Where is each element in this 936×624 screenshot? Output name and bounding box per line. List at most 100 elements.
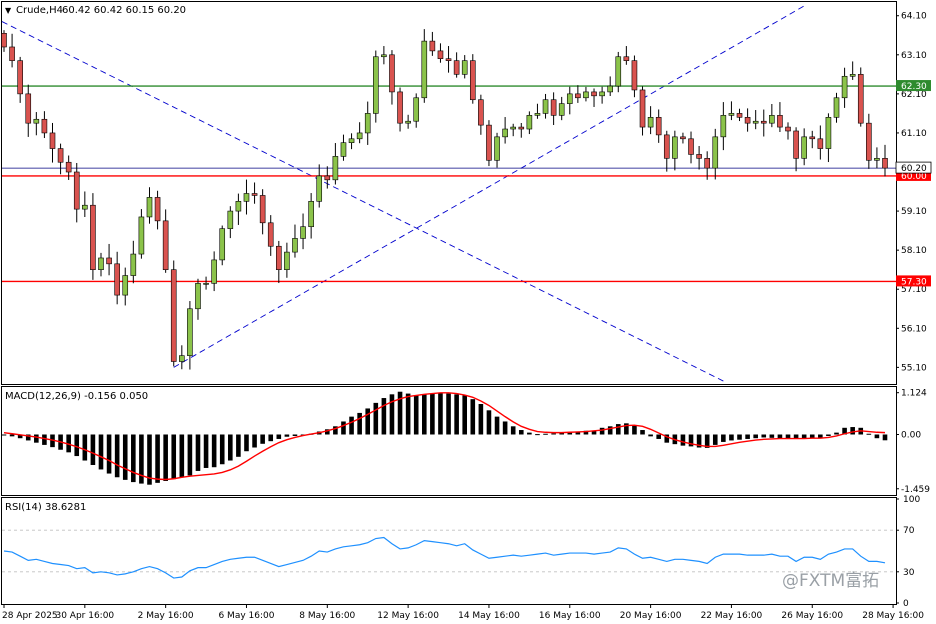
candle-body	[316, 175, 323, 202]
candle-body	[478, 99, 484, 126]
macd-histogram-bar	[1, 434, 7, 436]
macd-histogram-bar	[228, 434, 233, 461]
candle-body	[542, 99, 549, 114]
macd-histogram-bar	[98, 434, 104, 470]
macd-histogram-bar	[696, 434, 702, 448]
macd-histogram-bar	[535, 434, 540, 436]
macd-histogram-bar	[333, 426, 338, 435]
candle-body	[550, 99, 557, 116]
candle-body	[874, 158, 880, 161]
macd-histogram-bar	[268, 434, 274, 442]
candle-body	[607, 85, 613, 93]
macd-histogram-bar	[381, 398, 387, 435]
macd-histogram-bar	[826, 434, 831, 436]
macd-histogram-bar	[438, 392, 443, 435]
candle-body	[777, 115, 783, 128]
candle-body	[688, 138, 694, 155]
candle-body	[324, 175, 331, 181]
rsi-tick-label: 0	[903, 599, 909, 609]
candle-body	[122, 275, 129, 296]
macd-tick-label: 1.124	[901, 389, 927, 399]
candle-body	[647, 117, 654, 128]
support-badge-bg	[896, 275, 931, 287]
candle-body	[591, 91, 597, 97]
macd-histogram-bar	[211, 434, 217, 468]
time-tick-label: 28 May 16:00	[862, 611, 924, 621]
price-tick-label: 63.10	[901, 51, 927, 61]
macd-histogram-bar	[405, 393, 411, 435]
macd-histogram-bar	[147, 434, 152, 485]
macd-histogram-bar	[106, 434, 112, 474]
macd-histogram-bar	[809, 434, 815, 439]
candle-body	[558, 103, 565, 116]
macd-histogram-bar	[349, 416, 354, 435]
time-tick-label: 16 May 16:00	[539, 611, 601, 621]
price-tick-label: 56.10	[901, 324, 927, 334]
candle-body	[17, 60, 23, 95]
symbol-triangle-icon[interactable]: ▼	[5, 6, 12, 15]
macd-histogram-bar	[761, 434, 767, 438]
macd-histogram-bar	[664, 434, 670, 443]
time-tick-label: 2 May 16:00	[138, 611, 194, 621]
macd-histogram-bar	[139, 434, 144, 484]
time-tick-label: 28 Apr 2025	[2, 611, 58, 621]
rsi-tick-label: 70	[903, 526, 915, 536]
macd-histogram-bar	[155, 434, 160, 483]
macd-histogram-bar	[688, 434, 694, 447]
time-tick-label: 20 May 16:00	[620, 611, 682, 621]
macd-histogram-bar	[357, 412, 362, 435]
support-badge-bg	[896, 169, 931, 181]
candle-body	[437, 50, 444, 60]
candle-body	[413, 97, 420, 122]
macd-histogram-bar	[777, 434, 783, 439]
candle-body	[461, 60, 468, 75]
candle-body	[82, 204, 88, 210]
macd-histogram-bar	[179, 434, 185, 478]
macd-histogram-bar	[801, 434, 807, 439]
candle-body	[219, 228, 226, 261]
support-badge: 60.00	[901, 172, 927, 182]
macd-histogram-bar	[551, 433, 556, 435]
macd-histogram-bar	[874, 434, 880, 439]
macd-histogram-bar	[769, 434, 775, 438]
candle-body	[397, 91, 403, 124]
macd-histogram-bar	[656, 434, 661, 439]
candle-body	[106, 257, 112, 265]
candle-body	[49, 132, 56, 149]
rsi-tick-label: 100	[903, 495, 920, 505]
candle-body	[73, 171, 80, 210]
candle-body	[381, 54, 387, 58]
rsi-panel[interactable]	[1, 497, 897, 605]
macd-indicator: 1.124 0.00 -1.459	[1, 389, 930, 495]
macd-signal-line	[3, 392, 886, 481]
candle-body	[575, 93, 581, 99]
candle-body	[25, 93, 32, 124]
candle-body	[203, 283, 209, 285]
rsi-level-lines	[2, 529, 896, 573]
macd-histogram-bar	[195, 434, 201, 471]
macd-histogram-bar	[818, 434, 823, 438]
uptrend-line	[173, 5, 805, 368]
candle-body	[179, 355, 185, 362]
macd-title: MACD(12,26,9) -0.156 0.050	[5, 391, 148, 402]
macd-histogram-bar	[591, 430, 597, 435]
macd-histogram-bar	[397, 391, 403, 435]
candle-body	[672, 136, 678, 159]
candle-body	[801, 136, 807, 159]
candle-body	[356, 132, 363, 140]
candle-body	[736, 113, 743, 118]
macd-histogram-bar	[721, 434, 726, 442]
macd-histogram-bar	[25, 434, 31, 441]
candle-body	[639, 89, 646, 128]
macd-histogram-bar	[341, 421, 346, 435]
macd-histogram-bar	[292, 434, 298, 436]
macd-histogram-bar	[842, 427, 847, 435]
candle-body	[469, 60, 476, 101]
candle-body	[65, 161, 72, 173]
candle-body	[817, 138, 824, 149]
macd-histogram-bar	[171, 434, 177, 480]
candle-body	[195, 283, 201, 310]
candle-body	[720, 115, 727, 138]
macd-histogram-bar	[284, 434, 290, 437]
